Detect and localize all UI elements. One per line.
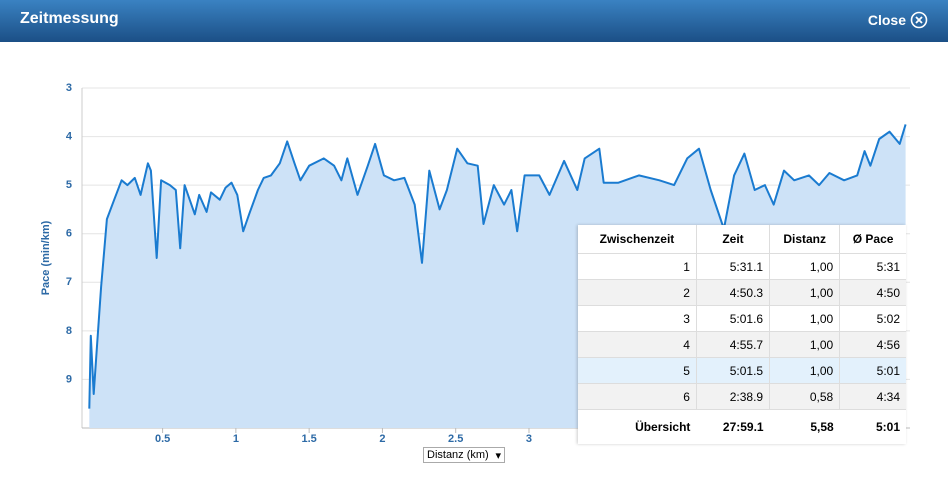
y-tick-label: 8	[66, 325, 72, 337]
x-tick-label: 0.5	[155, 433, 170, 445]
cell: 2:38.9	[696, 383, 771, 410]
cell: 4:56	[839, 331, 906, 358]
cell: 5:31	[839, 253, 906, 280]
x-tick-label: 3	[526, 433, 532, 445]
y-tick-label: 4	[66, 130, 73, 142]
y-axis-title: Pace (min/km)	[40, 220, 52, 295]
split-row: 2 4:50.3 1,00 4:50	[578, 279, 906, 306]
cell: 1,00	[769, 305, 841, 332]
y-tick-label: 6	[66, 228, 72, 240]
cell: 6	[578, 383, 697, 410]
y-tick-label: 5	[66, 179, 72, 191]
x-tick-label: 2.5	[448, 433, 463, 445]
cell: 2	[578, 279, 697, 306]
x-tick-label: 1.5	[302, 433, 317, 445]
header-bar: Zeitmessung Close	[0, 0, 948, 42]
cell: 1,00	[769, 253, 841, 280]
cell: 4:50.3	[696, 279, 771, 306]
y-tick-label: 9	[66, 373, 72, 385]
split-row: 3 5:01.6 1,00 5:02	[578, 305, 906, 332]
cell: 1	[578, 253, 697, 280]
summary-cell: 5:01	[839, 409, 906, 444]
cell: 4:55.7	[696, 331, 771, 358]
cell: 5:02	[839, 305, 906, 332]
cell: 5:01.6	[696, 305, 771, 332]
cell: 4	[578, 331, 697, 358]
split-row: 1 5:31.1 1,00 5:31	[578, 253, 906, 280]
cell: 1,00	[769, 279, 841, 306]
title: Zeitmessung	[20, 10, 119, 27]
close-icon	[910, 11, 928, 29]
header-cell: Zeit	[696, 225, 771, 254]
cell: 4:34	[839, 383, 906, 410]
cell: 1,00	[769, 331, 841, 358]
split-row: 4 4:55.7 1,00 4:56	[578, 331, 906, 358]
header-row: Zwischenzeit Zeit Distanz Ø Pace	[578, 225, 906, 254]
cell: 5:31.1	[696, 253, 771, 280]
split-row: 6 2:38.9 0,58 4:34	[578, 383, 906, 410]
summary-cell: 27:59.1	[696, 409, 770, 444]
header-cell: Distanz	[769, 225, 841, 254]
pace-line	[88, 124, 907, 409]
x-axis-title: Distanz (km)	[427, 449, 489, 461]
y-tick-label: 3	[66, 82, 72, 94]
split-table: Zwischenzeit Zeit Distanz Ø Pace 1 5:31.1 1,00…	[578, 225, 906, 444]
cell: 5:01	[839, 357, 906, 384]
x-tick-label: 2	[379, 433, 385, 445]
x-tick-label: 1	[233, 433, 239, 445]
cell: 1,00	[769, 357, 841, 384]
cell: 3	[578, 305, 697, 332]
header-cell: Ø Pace	[839, 225, 906, 254]
cell: 5	[578, 357, 697, 384]
cell: 4:50	[839, 279, 906, 306]
summary-row: Übersicht 27:59.1 5,58 5:01	[578, 409, 906, 444]
header-cell: Zwischenzeit	[578, 225, 697, 254]
close-button[interactable]: Close	[868, 11, 928, 29]
cell: 0,58	[769, 383, 841, 410]
summary-cell: 5,58	[769, 409, 840, 444]
cell: 5:01.5	[696, 357, 771, 384]
y-tick-label: 7	[66, 276, 72, 288]
split-row: 5 5:01.5 1,00 5:01	[578, 357, 906, 384]
x-axis-selector[interactable]: Distanz (km) ▾	[423, 447, 505, 463]
dropdown-arrow: ▾	[495, 449, 501, 462]
close-label: Close	[867, 12, 906, 28]
summary-cell: Übersicht	[578, 409, 697, 444]
